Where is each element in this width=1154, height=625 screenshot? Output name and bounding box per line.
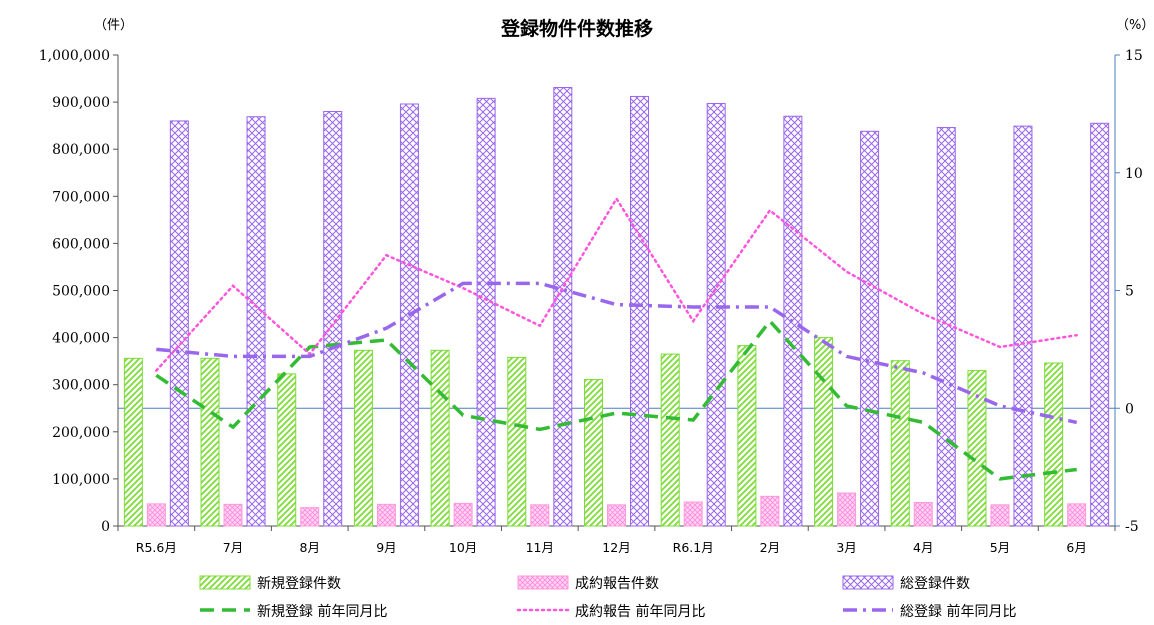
legend-label: 成約報告件数 [575, 576, 659, 592]
bar-new-registrations [430, 349, 450, 527]
bar-new-registrations [890, 360, 910, 527]
bar-contract-reports [913, 501, 933, 527]
left-axis-tick-label: 500,000 [52, 284, 110, 300]
right-axis-tick-label: -5 [1125, 519, 1139, 535]
x-axis-tick-label: R5.6月 [136, 540, 177, 555]
x-axis-tick-label: 5月 [990, 540, 1010, 555]
left-axis-tick-label: 900,000 [52, 95, 110, 111]
left-axis-tick-label: 400,000 [52, 331, 110, 347]
left-axis-tick-label: 800,000 [52, 142, 110, 158]
x-axis-tick-label: R6.1月 [673, 540, 714, 555]
left-axis-tick-label: 1,000,000 [39, 48, 110, 64]
bar-contract-reports [376, 503, 396, 527]
bar-total-registrations [323, 111, 343, 527]
legend-swatch-bar [517, 575, 569, 590]
right-axis-tick-label: 15 [1125, 48, 1143, 64]
bar-contract-reports [530, 504, 550, 527]
legend-swatch-bar [842, 575, 894, 590]
left-axis-tick-label: 700,000 [52, 189, 110, 205]
legend-label: 総登録 前年同月比 [900, 603, 1016, 620]
bar-total-registrations [1090, 122, 1110, 527]
bar-contract-reports [990, 504, 1010, 527]
x-axis-tick-label: 2月 [760, 540, 780, 555]
x-axis-tick-label: 7月 [223, 540, 243, 555]
x-axis-tick-label: 6月 [1066, 540, 1086, 555]
line-total-registrations-yoy [156, 281, 1078, 425]
right-axis-tick-label: 10 [1125, 166, 1143, 182]
x-axis-tick-label: 3月 [836, 540, 856, 555]
left-axis-unit: （件） [94, 18, 134, 33]
line-contract-reports-yoy [155, 196, 1078, 372]
x-axis-tick-label: 11月 [526, 540, 554, 555]
bar-total-registrations [936, 127, 956, 527]
bar-total-registrations [476, 97, 496, 527]
chart-title: 登録物件件数推移 [500, 18, 653, 40]
line-new-registrations-yoy [155, 318, 1077, 481]
x-axis-tick-label: 8月 [300, 540, 320, 555]
legend-label: 新規登録 前年同月比 [257, 603, 387, 620]
left-axis-tick-label: 300,000 [52, 378, 110, 394]
bar-total-registrations [553, 86, 573, 527]
left-axis-tick-label: 600,000 [52, 236, 110, 252]
bar-new-registrations [967, 370, 987, 527]
x-axis-tick-label: 9月 [376, 540, 396, 555]
bar-new-registrations [660, 353, 680, 527]
bar-contract-reports [1067, 503, 1087, 527]
bar-new-registrations [277, 373, 297, 527]
bar-contract-reports [837, 492, 857, 527]
bar-new-registrations [737, 345, 757, 527]
left-axis-tick-label: 0 [101, 519, 110, 535]
right-axis-tick-label: 0 [1125, 401, 1134, 417]
bar-new-registrations [584, 379, 603, 527]
x-axis-tick-label: 4月 [913, 540, 933, 555]
bar-contract-reports [300, 507, 320, 527]
x-axis-tick-label: 10月 [449, 540, 477, 555]
right-axis-unit: （%） [1116, 18, 1154, 33]
x-axis-tick-label: 12月 [602, 540, 630, 555]
bar-contract-reports [223, 503, 243, 527]
legend-swatch-bar [199, 575, 251, 590]
bar-new-registrations [123, 357, 143, 527]
left-axis-tick-label: 100,000 [52, 472, 110, 488]
bar-new-registrations [814, 337, 834, 527]
bar-contract-reports [760, 495, 780, 527]
bar-total-registrations [1013, 125, 1033, 527]
legend-label: 成約報告 前年同月比 [575, 603, 705, 620]
bar-contract-reports [146, 503, 166, 527]
bar-total-registrations [246, 116, 266, 527]
bar-new-registrations [1044, 362, 1064, 527]
right-axis-tick-label: 5 [1125, 284, 1134, 300]
bar-total-registrations [630, 95, 649, 527]
bar-total-registrations [706, 103, 726, 527]
bar-total-registrations [860, 130, 880, 527]
bar-new-registrations [353, 349, 373, 527]
bar-contract-reports [683, 501, 703, 527]
legend-label: 総登録件数 [900, 576, 970, 592]
bar-total-registrations [169, 120, 189, 527]
bar-contract-reports [453, 502, 473, 527]
bar-new-registrations [507, 356, 527, 527]
bar-new-registrations [200, 357, 220, 527]
legend-label: 新規登録件数 [257, 576, 341, 592]
left-axis-tick-label: 200,000 [52, 425, 110, 441]
bar-contract-reports [607, 504, 626, 527]
